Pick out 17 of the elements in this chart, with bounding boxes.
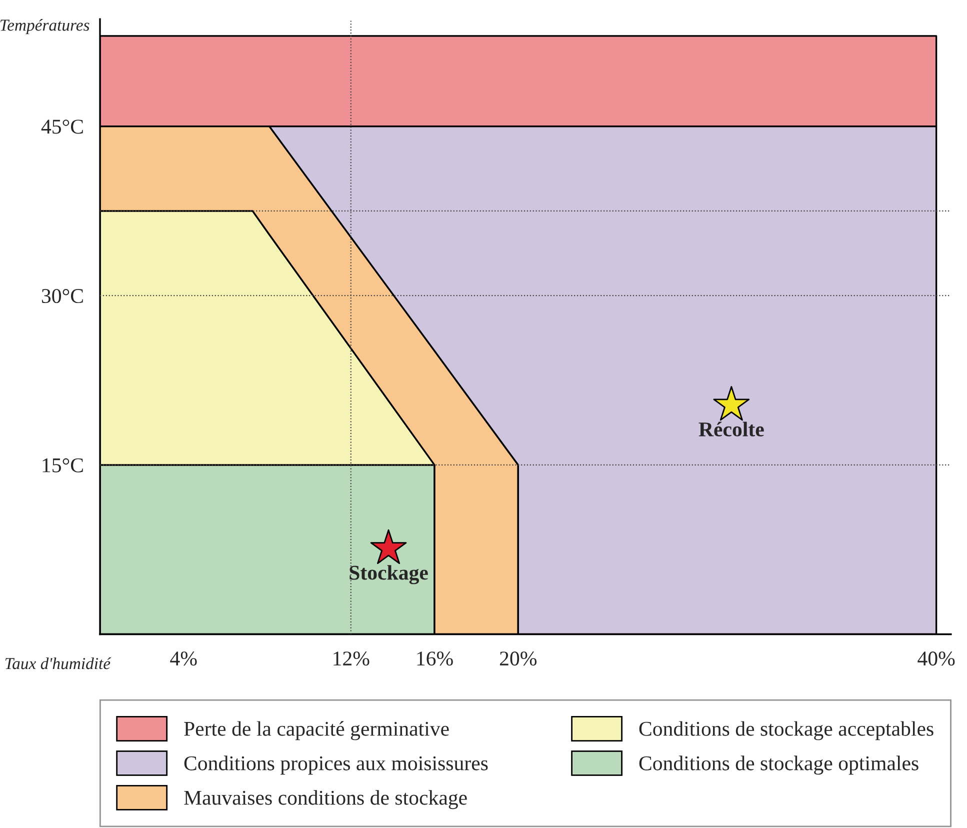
legend-label: Perte de la capacité germinative bbox=[184, 721, 449, 740]
y-tick-label: 15°C bbox=[42, 458, 83, 472]
legend-label: Conditions de stockage acceptables bbox=[639, 721, 934, 740]
x-tick-label: 4% bbox=[170, 652, 197, 666]
legend-label: Conditions de stockage optimales bbox=[639, 756, 918, 775]
x-axis-title: Taux d'humidité bbox=[5, 657, 112, 670]
series-label: Récolte bbox=[698, 422, 764, 436]
x-tick-label: 20% bbox=[500, 652, 537, 666]
x-tick-label: 12% bbox=[334, 652, 370, 666]
legend-label: Mauvaises conditions de stockage bbox=[184, 790, 467, 810]
y-tick-label: 45°C bbox=[41, 120, 83, 134]
y-tick-label: 30°C bbox=[42, 288, 83, 304]
y-axis-title: Températures bbox=[0, 19, 90, 34]
series-label: Stockage bbox=[350, 565, 428, 584]
x-tick-label: 40% bbox=[918, 652, 955, 666]
x-tick-label: 16% bbox=[417, 652, 453, 666]
legend-label: Conditions propices aux moisissures bbox=[184, 756, 488, 775]
